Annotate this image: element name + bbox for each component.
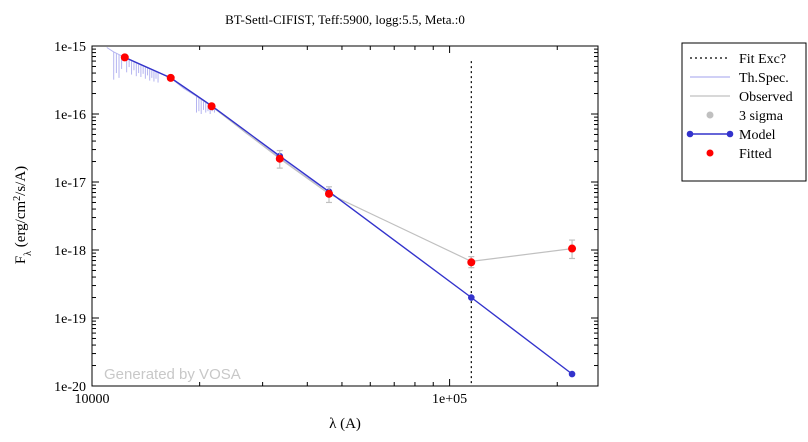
y-tick-label: 1e-16 (54, 108, 86, 123)
y-tick-label: 1e-17 (54, 176, 86, 191)
fitted-point (120, 53, 129, 62)
chart-title: BT-Settl-CIFIST, Teff:5900, logg:5.5, Me… (225, 12, 465, 27)
legend-label: Model (739, 128, 776, 143)
legend-box (681, 42, 807, 182)
y-label-superscript: 2 (12, 196, 23, 201)
fitted-point (207, 102, 216, 111)
fitted-point (275, 154, 284, 163)
watermark: Generated by VOSA (104, 366, 241, 383)
y-tick-label: 1e-15 (54, 40, 86, 55)
y-label-subscript: λ (23, 251, 34, 256)
x-axis-label: λ (A) (329, 416, 361, 432)
legend-swatch-model-dot (686, 130, 694, 138)
x-tick-label: 1e+05 (432, 392, 467, 407)
legend-label: Fit Exc? (739, 52, 786, 67)
plot-area (91, 45, 599, 387)
legend-label: Observed (739, 90, 793, 105)
model-line (124, 56, 573, 375)
legend: Fit Exc? Th.Spec. Observed 3 sigma Model Fitt… (681, 42, 807, 182)
y-tick-label: 1e-18 (54, 244, 86, 259)
fitted-point (568, 244, 577, 253)
y-tick-label: 1e-19 (54, 312, 86, 327)
legend-swatch-model-dot (726, 130, 734, 138)
plot-frame (91, 45, 599, 387)
fitted-point (467, 258, 476, 267)
y-axis-ticks: 1e-15 1e-16 1e-17 1e-18 1e-19 1e-20 (54, 40, 598, 395)
observed-line (124, 56, 573, 263)
x-axis-ticks: 10000 1e+05 (75, 46, 558, 407)
model-point (468, 294, 475, 301)
x-tick-label: 10000 (75, 392, 110, 407)
y-axis-label: Fλ (erg/cm2/s/A) (12, 166, 34, 264)
legend-swatch-dot (706, 149, 714, 157)
legend-label: Fitted (739, 147, 772, 162)
legend-label: Th.Spec. (739, 71, 789, 86)
model-point (568, 370, 576, 378)
fitted-point (325, 189, 334, 198)
y-tick-label: 1e-20 (54, 380, 86, 395)
legend-swatch-dot (706, 111, 714, 119)
legend-label: 3 sigma (739, 109, 784, 124)
fitted-point (166, 73, 175, 82)
